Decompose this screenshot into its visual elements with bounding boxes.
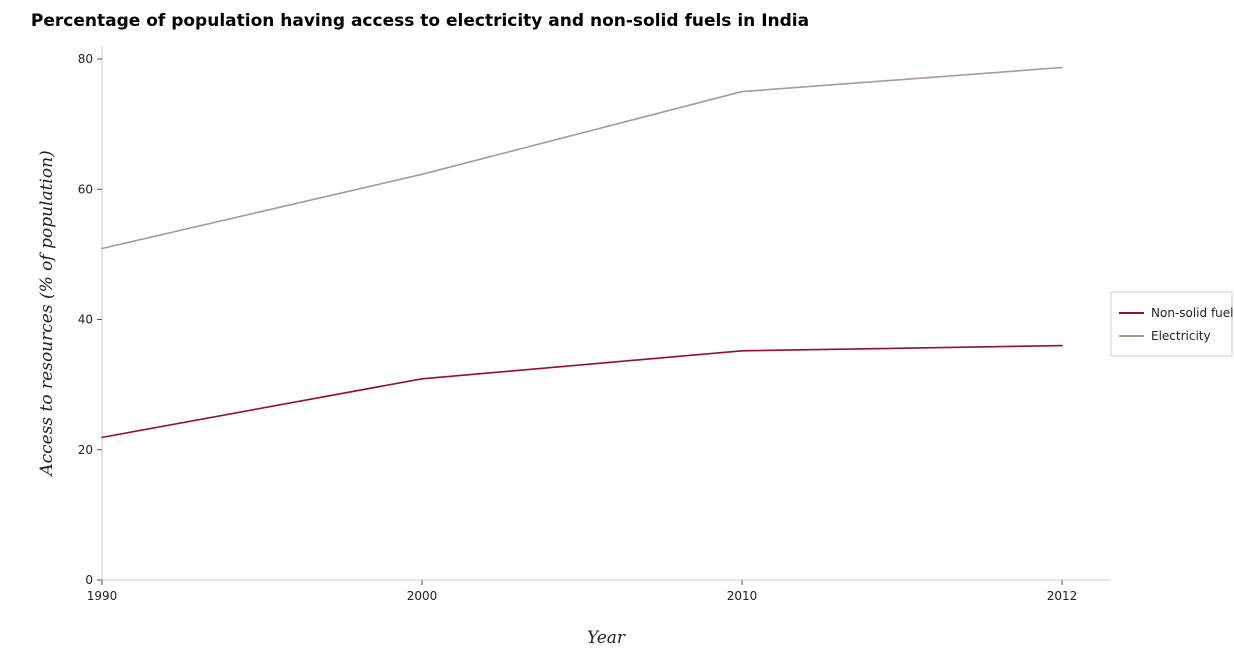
series-lines <box>101 66 1063 439</box>
y-tick-label: 60 <box>78 182 93 196</box>
x-tick-label: 1990 <box>87 589 118 603</box>
data-point-non-solid-fuel <box>741 350 743 352</box>
y-tick-label: 0 <box>85 573 93 587</box>
x-axis-ticks: 1990 2000 2010 2012 <box>87 580 1078 603</box>
plot-area <box>102 46 1110 580</box>
data-point-electricity <box>101 247 103 250</box>
x-axis-label: Year <box>587 628 626 648</box>
data-point-electricity <box>421 173 423 176</box>
data-point-non-solid-fuel <box>421 378 423 380</box>
data-point-electricity <box>741 90 743 93</box>
series-line-electricity <box>101 66 1063 250</box>
data-point-non-solid-fuel <box>1061 344 1063 347</box>
x-tick-label: 2010 <box>727 589 758 603</box>
legend-label-non-solid-fuel: Non-solid fuel <box>1151 306 1234 320</box>
data-point-electricity <box>1061 66 1063 69</box>
x-tick-label: 2000 <box>407 589 438 603</box>
series-line-non-solid-fuel <box>101 344 1063 439</box>
y-tick-label: 40 <box>78 313 93 327</box>
chart-title: Percentage of population having access t… <box>31 11 809 31</box>
y-tick-label: 20 <box>78 443 93 457</box>
y-axis-ticks: 0 20 40 60 80 <box>78 52 102 587</box>
data-point-non-solid-fuel <box>101 436 103 439</box>
y-axis-label: Access to resources (% of population) <box>37 150 57 477</box>
legend-label-electricity: Electricity <box>1151 329 1211 343</box>
legend: Non-solid fuel Electricity <box>1110 291 1234 357</box>
legend-box <box>1110 291 1233 357</box>
x-tick-label: 2012 <box>1047 589 1078 603</box>
y-tick-label: 80 <box>78 52 93 66</box>
